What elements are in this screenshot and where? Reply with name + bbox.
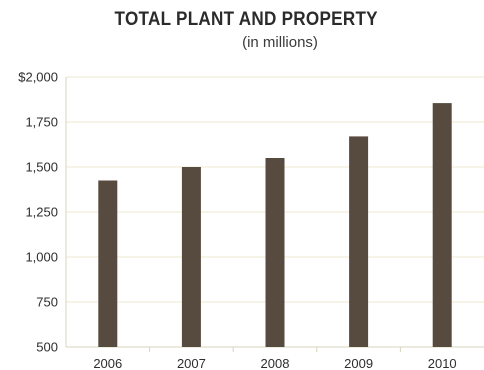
x-tick-label: 2007 [177, 356, 206, 370]
y-tick-label: 1,750 [25, 115, 58, 130]
y-tick-label: 1,250 [25, 205, 58, 220]
x-tick-label: 2006 [93, 356, 122, 370]
x-tick-label: 2010 [428, 356, 457, 370]
bar-2010 [432, 103, 452, 347]
bar-2006 [98, 180, 118, 347]
x-axis-ticks: 2006 2007 2008 2009 2010 [93, 347, 457, 370]
bars [98, 103, 452, 347]
x-tick-label: 2008 [261, 356, 290, 370]
y-axis-ticks: 500 750 1,000 1,250 1,500 1,750 $2,000 [18, 70, 58, 355]
bar-2007 [181, 167, 201, 347]
bar-2009 [349, 136, 369, 347]
y-tick-label: 1,000 [25, 250, 58, 265]
y-tick-label: 500 [36, 340, 58, 355]
gridlines [65, 76, 484, 348]
bar-2008 [265, 158, 285, 347]
x-tick-label: 2009 [344, 356, 373, 370]
y-tick-label: 750 [36, 295, 58, 310]
y-tick-label: 1,500 [25, 160, 58, 175]
chart-title: TOTAL PLANT AND PROPERTY [114, 9, 378, 30]
y-tick-label: $2,000 [18, 70, 58, 85]
chart-subtitle: (in millions) [242, 34, 318, 51]
